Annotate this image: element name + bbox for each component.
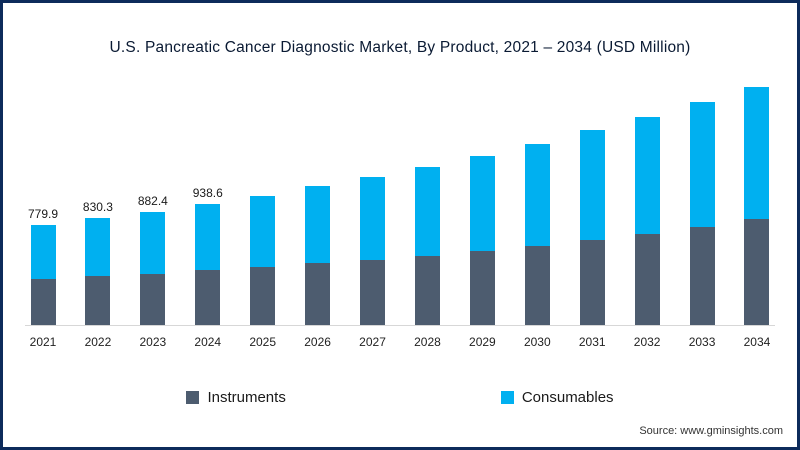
instruments-segment-2031 — [579, 240, 605, 325]
year-label-2033: 2033 — [688, 335, 716, 349]
instruments-segment-2026 — [305, 263, 331, 325]
bar-2028 — [409, 167, 445, 325]
bar-2027 — [355, 177, 391, 325]
year-label-2028: 2028 — [414, 335, 441, 349]
legend-item-consumables: Consumables — [500, 389, 614, 406]
bar-2031 — [574, 130, 610, 325]
bar-2034 — [739, 87, 775, 325]
year-label-2022: 2022 — [84, 335, 112, 349]
bar-total-label-2021: 779.9 — [27, 207, 59, 221]
chart-legend: Instruments Consumables — [3, 389, 797, 406]
consumables-segment-2025 — [250, 196, 276, 267]
year-label-2034: 2034 — [743, 335, 771, 349]
instruments-segment-2032 — [634, 234, 660, 325]
consumables-legend-swatch — [500, 391, 514, 404]
consumables-segment-2030 — [524, 144, 550, 246]
bar-2029 — [464, 156, 500, 325]
year-label-2032: 2032 — [633, 335, 661, 349]
instruments-segment-2028 — [414, 256, 440, 325]
bar-total-label-2022: 830.3 — [82, 200, 113, 214]
bar-2032 — [629, 117, 665, 325]
consumables-segment-2028 — [414, 167, 440, 256]
consumables-segment-2031 — [579, 130, 605, 240]
bar-stack-2021: 779.9 — [28, 207, 58, 325]
instruments-segment-2027 — [360, 260, 386, 325]
instruments-segment-2029 — [469, 251, 495, 325]
consumables-segment-2027 — [360, 177, 386, 260]
bar-stack-2029 — [469, 156, 495, 325]
year-label-2023: 2023 — [139, 335, 167, 349]
year-label-2026: 2026 — [304, 335, 331, 349]
instruments-segment-2025 — [250, 267, 276, 325]
bar-total-label-2024: 938.6 — [192, 186, 223, 200]
consumables-segment-2032 — [634, 117, 660, 234]
bar-stack-2027 — [360, 177, 386, 325]
bar-stack-2032 — [634, 117, 660, 325]
bar-2025 — [245, 196, 281, 325]
bar-2023: 882.4 — [135, 194, 171, 325]
instruments-segment-2033 — [689, 227, 715, 325]
instruments-segment-2022 — [85, 276, 111, 325]
consumables-segment-2034 — [744, 87, 770, 219]
instruments-segment-2024 — [195, 270, 221, 325]
bar-2030 — [519, 144, 555, 325]
bar-total-label-2023: 882.4 — [137, 194, 168, 208]
instruments-segment-2023 — [140, 274, 166, 325]
consumables-segment-2023 — [140, 212, 166, 274]
consumables-segment-2021 — [30, 225, 56, 279]
bar-stack-2023: 882.4 — [138, 194, 168, 325]
bar-2024: 938.6 — [190, 186, 226, 325]
consumables-segment-2022 — [85, 218, 111, 276]
year-label-2029: 2029 — [469, 335, 496, 349]
year-label-2027: 2027 — [359, 335, 386, 349]
bar-2026 — [300, 186, 336, 325]
bar-2021: 779.9 — [25, 207, 61, 325]
instruments-segment-2021 — [30, 279, 56, 325]
bar-stack-2031 — [579, 130, 605, 325]
legend-item-instruments: Instruments — [186, 389, 286, 406]
instruments-legend-label: Instruments — [207, 389, 286, 406]
consumables-segment-2033 — [689, 102, 715, 227]
consumables-legend-label: Consumables — [521, 389, 614, 406]
instruments-legend-swatch — [186, 391, 200, 404]
instruments-segment-2030 — [524, 246, 550, 325]
consumables-segment-2024 — [195, 204, 221, 270]
bar-2022: 830.3 — [80, 200, 116, 325]
bar-stack-2028 — [414, 167, 440, 325]
instruments-segment-2034 — [744, 219, 770, 325]
plot-area: 779.9 830.3 882.4 938.6 — [25, 81, 775, 326]
bar-stack-2026 — [305, 186, 331, 325]
bar-2033 — [684, 102, 720, 325]
bar-stack-2034 — [744, 87, 770, 325]
bar-stack-2022: 830.3 — [83, 200, 113, 325]
year-label-2030: 2030 — [523, 335, 551, 349]
consumables-segment-2029 — [469, 156, 495, 251]
year-label-2021: 2021 — [29, 335, 57, 349]
bar-stack-2025 — [250, 196, 276, 325]
source-attribution: Source: www.gminsights.com — [639, 425, 783, 437]
bar-stack-2030 — [524, 144, 550, 325]
year-label-2025: 2025 — [249, 335, 277, 349]
x-axis-labels: 2021 2022 2023 2024 2025 2026 2027 2028 2029 2030… — [25, 335, 775, 349]
bar-stack-2033 — [689, 102, 715, 325]
bar-stack-2024: 938.6 — [193, 186, 223, 325]
year-label-2024: 2024 — [194, 335, 222, 349]
consumables-segment-2026 — [305, 186, 331, 263]
chart-title: U.S. Pancreatic Cancer Diagnostic Market… — [109, 39, 691, 56]
plot-area-wrap: 779.9 830.3 882.4 938.6 2021 2022 2023 2024 202… — [3, 81, 797, 349]
year-label-2031: 2031 — [578, 335, 606, 349]
